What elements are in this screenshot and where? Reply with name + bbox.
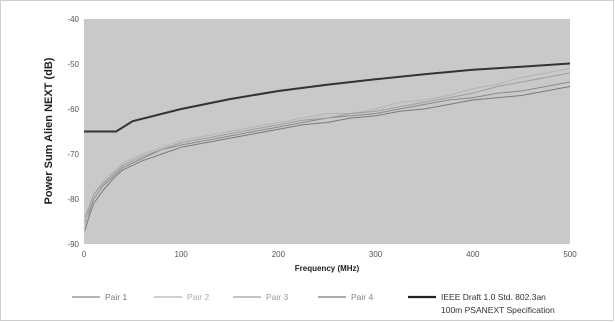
y-tick-label: -90 [67, 240, 79, 249]
series-layer [84, 62, 571, 231]
series-line-pair-2 [84, 68, 571, 227]
y-tick-label: -80 [67, 195, 79, 204]
legend: Pair 1 Pair 2 Pair 3 Pair 4 IEEE Draft 1… [72, 292, 555, 315]
series-line-pair-1 [84, 81, 571, 222]
legend-label-pair-1: Pair 1 [105, 292, 127, 302]
x-tick-label: 500 [563, 250, 577, 259]
plot-area [84, 19, 570, 244]
y-tick-label: -60 [67, 105, 79, 114]
series-line-spec [84, 62, 571, 133]
legend-label-pair-3: Pair 3 [266, 292, 288, 302]
y-tick-label: -50 [67, 60, 79, 69]
x-tick-label: 200 [272, 250, 286, 259]
y-tick-label: -70 [67, 150, 79, 159]
legend-label-spec-line-2: 100m PSANEXT Specification [441, 305, 555, 315]
tick-layer: 0 100 200 300 400 500 -40 -50 -60 -70 -80 -90 [67, 15, 577, 259]
legend-label-pair-4: Pair 4 [351, 292, 373, 302]
legend-label-pair-2: Pair 2 [187, 292, 209, 302]
x-axis-label: Frequency (MHz) [295, 264, 360, 273]
x-tick-label: 400 [466, 250, 480, 259]
x-tick-label: 100 [175, 250, 189, 259]
x-tick-label: 300 [369, 250, 383, 259]
y-tick-label: -40 [67, 15, 79, 24]
legend-label-spec-line-1: IEEE Draft 1.0 Std. 802.3an [441, 292, 546, 302]
series-line-pair-3 [84, 72, 571, 218]
y-axis-label: Power Sum Alien NEXT (dB) [43, 57, 55, 204]
series-line-pair-4 [84, 86, 571, 231]
x-tick-label: 0 [82, 250, 87, 259]
